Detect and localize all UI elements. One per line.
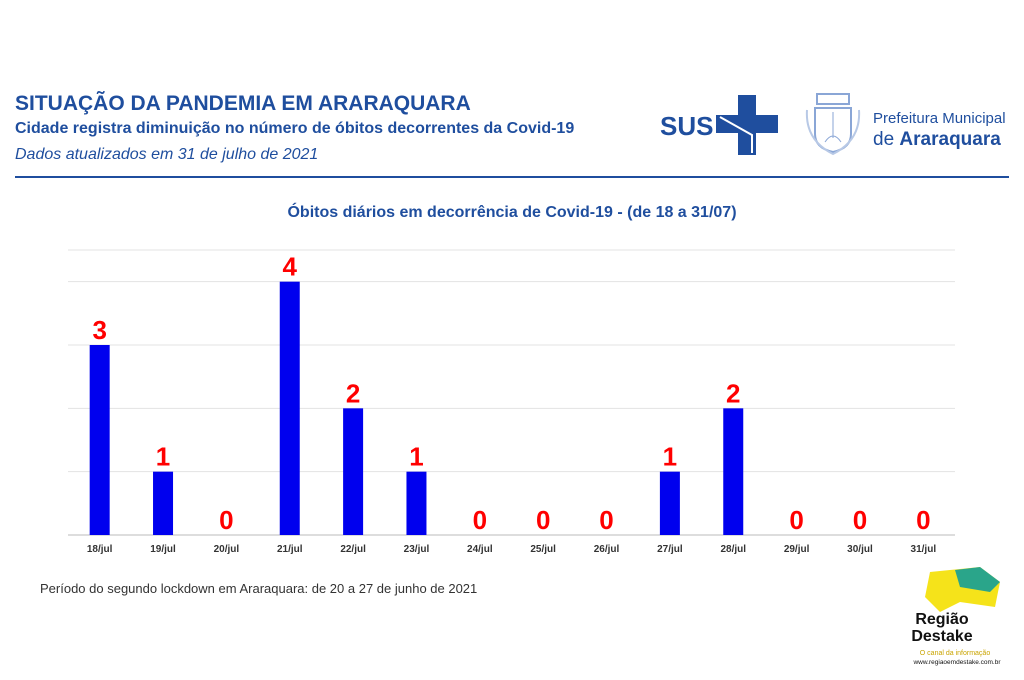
x-tick-label: 21/jul [277, 544, 303, 555]
x-tick-label: 27/jul [657, 544, 683, 555]
bar-chart: 3 18/jul 1 19/jul 0 20/jul 4 21/jul 2 22/jul 1 23/j… [68, 249, 955, 555]
x-tick-label: 23/jul [404, 544, 430, 555]
x-tick-label: 31/jul [911, 544, 937, 555]
prefeitura-label: Prefeitura Municipal [873, 110, 1006, 127]
x-tick-label: 18/jul [87, 544, 113, 555]
footnote: Período do segundo lockdown em Araraquar… [40, 581, 478, 596]
x-tick-label: 25/jul [530, 544, 556, 555]
prefeitura-city: de Araraquara [873, 129, 1001, 151]
prefeitura-de: de [873, 129, 900, 150]
data-label: 0 [599, 505, 613, 535]
page-title: SITUAÇÃO DA PANDEMIA EM ARARAQUARA [15, 92, 471, 115]
data-label: 0 [473, 505, 487, 535]
update-date: Dados atualizados em 31 de julho de 2021 [15, 146, 319, 163]
data-label: 2 [346, 378, 360, 408]
bar [279, 281, 300, 535]
data-label: 1 [409, 442, 423, 472]
data-label: 0 [789, 505, 803, 535]
regiao-destake-logo: O canal da informação www.regiaoemdestak… [912, 567, 1001, 666]
data-label: 0 [536, 505, 550, 535]
data-label: 0 [916, 505, 930, 535]
regiao-url: www.regiaoemdestake.com.br [912, 659, 1001, 666]
sus-logo: SUS [660, 95, 778, 155]
x-tick-label: 28/jul [720, 544, 746, 555]
bar [153, 471, 174, 535]
header-divider [15, 176, 1009, 178]
x-tick-label: 20/jul [214, 544, 240, 555]
x-tick-label: 22/jul [340, 544, 366, 555]
chart-title: Óbitos diários em decorrência de Covid-1… [287, 204, 737, 221]
page-subtitle: Cidade registra diminuição no número de … [15, 120, 575, 137]
sus-text: SUS [660, 111, 713, 141]
bar [343, 408, 364, 535]
data-label: 2 [726, 378, 740, 408]
data-label: 0 [219, 505, 233, 535]
data-label: 1 [663, 442, 677, 472]
x-tick-label: 26/jul [594, 544, 620, 555]
data-label: 0 [853, 505, 867, 535]
regiao-tagline: O canal da informação [920, 650, 991, 657]
x-tick-label: 29/jul [784, 544, 810, 555]
data-label: 4 [283, 252, 298, 282]
data-label: 1 [156, 442, 170, 472]
coat-of-arms-icon [805, 93, 861, 156]
prefeitura-city-name: Araraquara [899, 129, 1001, 150]
x-tick-label: 19/jul [150, 544, 176, 555]
bar [659, 471, 680, 535]
x-tick-label: 24/jul [467, 544, 493, 555]
bar [406, 471, 427, 535]
data-label: 3 [92, 315, 106, 345]
x-tick-label: 30/jul [847, 544, 873, 555]
bar [89, 345, 110, 535]
bar [723, 408, 744, 535]
regiao-destake-name: Região Destake [911, 611, 973, 645]
